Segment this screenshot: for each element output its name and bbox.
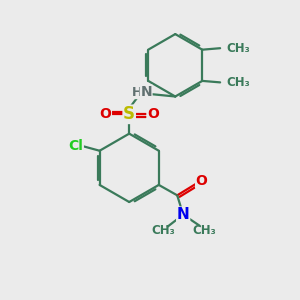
Text: S: S <box>123 105 135 123</box>
Text: N: N <box>140 85 152 99</box>
Text: N: N <box>177 207 190 222</box>
Text: Cl: Cl <box>68 139 83 153</box>
Text: CH₃: CH₃ <box>226 42 250 55</box>
Text: O: O <box>100 107 111 121</box>
Text: O: O <box>196 174 208 188</box>
Text: H: H <box>131 85 142 98</box>
Text: CH₃: CH₃ <box>152 224 175 238</box>
Text: O: O <box>147 107 159 121</box>
Text: CH₃: CH₃ <box>192 224 216 237</box>
Text: CH₃: CH₃ <box>226 76 250 89</box>
